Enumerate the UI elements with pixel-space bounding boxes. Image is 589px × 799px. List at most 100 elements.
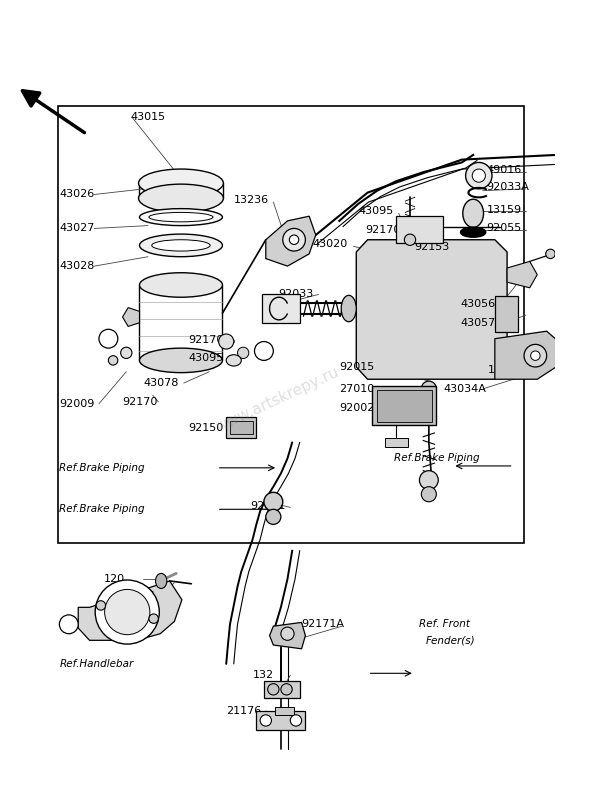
Text: 92015: 92015: [339, 362, 375, 372]
Bar: [372, 386, 436, 425]
Text: 92150: 92150: [188, 423, 224, 433]
Bar: [396, 217, 443, 243]
Circle shape: [266, 509, 281, 524]
Polygon shape: [123, 308, 140, 327]
Text: 13159: 13159: [487, 205, 521, 215]
Text: 92170A: 92170A: [188, 335, 231, 344]
Text: 43034A: 43034A: [443, 384, 486, 394]
Circle shape: [105, 590, 150, 634]
Ellipse shape: [149, 213, 213, 222]
Circle shape: [290, 715, 302, 726]
Text: 92033: 92033: [278, 289, 313, 300]
Circle shape: [95, 580, 159, 644]
Ellipse shape: [461, 228, 485, 237]
Ellipse shape: [138, 184, 223, 213]
Ellipse shape: [557, 337, 570, 356]
Ellipse shape: [226, 355, 241, 366]
Text: Ref.Brake Piping: Ref.Brake Piping: [394, 453, 479, 463]
Text: 13236: 13236: [234, 195, 269, 205]
Text: 92170: 92170: [123, 397, 158, 407]
Text: Ref.Handlebar: Ref.Handlebar: [59, 659, 134, 669]
Text: 43028: 43028: [59, 261, 95, 271]
Ellipse shape: [155, 574, 167, 589]
Text: 132: 132: [253, 670, 274, 680]
Circle shape: [108, 356, 118, 365]
Bar: [262, 294, 300, 323]
Text: A: A: [260, 346, 267, 356]
Bar: [58, 106, 524, 543]
Ellipse shape: [472, 169, 485, 182]
Text: 92171: 92171: [250, 500, 285, 511]
Text: 43027: 43027: [59, 224, 95, 233]
Circle shape: [421, 487, 436, 502]
Circle shape: [149, 614, 158, 623]
Circle shape: [281, 627, 294, 640]
Polygon shape: [507, 261, 537, 288]
Text: 120: 120: [104, 574, 125, 584]
Text: 27010: 27010: [339, 384, 375, 394]
Text: 92153: 92153: [415, 242, 450, 252]
Text: 92002: 92002: [339, 403, 375, 412]
Ellipse shape: [466, 162, 492, 189]
Circle shape: [264, 492, 283, 511]
Ellipse shape: [140, 209, 223, 225]
Bar: [264, 681, 300, 698]
Circle shape: [524, 344, 547, 367]
Text: Ref. Front: Ref. Front: [419, 619, 471, 630]
Circle shape: [546, 249, 555, 259]
Text: 92170A: 92170A: [365, 225, 408, 236]
Circle shape: [283, 229, 305, 251]
Bar: [256, 711, 305, 729]
Text: B: B: [105, 334, 112, 344]
Text: 43026: 43026: [59, 189, 95, 200]
Text: Ref.Brake Piping: Ref.Brake Piping: [59, 463, 145, 473]
Text: B: B: [65, 619, 72, 630]
Circle shape: [96, 601, 105, 610]
Circle shape: [289, 235, 299, 244]
Text: Fender(s): Fender(s): [426, 635, 476, 646]
Circle shape: [584, 147, 589, 166]
Circle shape: [237, 348, 249, 359]
Circle shape: [59, 615, 78, 634]
Ellipse shape: [140, 272, 223, 297]
Circle shape: [254, 341, 273, 360]
Text: 92033A: 92033A: [487, 182, 530, 192]
Ellipse shape: [138, 169, 223, 197]
Polygon shape: [270, 622, 305, 649]
Circle shape: [419, 471, 438, 490]
Text: 43020: 43020: [313, 240, 348, 249]
Ellipse shape: [341, 296, 356, 322]
Ellipse shape: [140, 348, 223, 372]
Polygon shape: [356, 240, 507, 380]
Circle shape: [121, 348, 132, 359]
Bar: [385, 438, 408, 447]
Bar: [230, 421, 253, 434]
Circle shape: [260, 715, 272, 726]
Text: 92171A: 92171A: [302, 619, 345, 630]
Bar: [377, 390, 432, 422]
Polygon shape: [78, 581, 182, 640]
Text: 43015: 43015: [130, 112, 165, 122]
Circle shape: [99, 329, 118, 348]
Text: 43095: 43095: [358, 206, 393, 217]
Circle shape: [404, 234, 416, 245]
Text: 43078: 43078: [143, 378, 178, 388]
Text: 120A: 120A: [488, 365, 517, 375]
Text: www.artskrepу.ru: www.artskrepу.ru: [213, 364, 342, 435]
Bar: [495, 296, 518, 332]
Circle shape: [531, 351, 540, 360]
Bar: [275, 707, 294, 715]
Text: 92009: 92009: [59, 399, 95, 409]
Ellipse shape: [140, 234, 223, 256]
Text: 43056: 43056: [460, 299, 495, 309]
Text: 49016: 49016: [487, 165, 522, 175]
Text: 11054: 11054: [121, 591, 155, 601]
Text: 43095: 43095: [188, 353, 224, 364]
Circle shape: [421, 381, 436, 396]
Text: 21176: 21176: [226, 706, 262, 716]
Text: 92055: 92055: [487, 224, 522, 233]
Circle shape: [267, 684, 279, 695]
Text: 43057: 43057: [460, 318, 495, 328]
Circle shape: [219, 334, 234, 349]
Ellipse shape: [463, 199, 484, 228]
